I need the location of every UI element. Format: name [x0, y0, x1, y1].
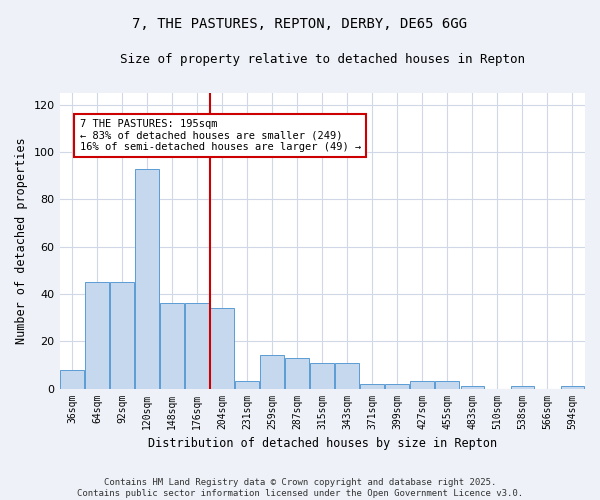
- Bar: [60, 370, 84, 388]
- Text: 7 THE PASTURES: 195sqm
← 83% of detached houses are smaller (249)
16% of semi-de: 7 THE PASTURES: 195sqm ← 83% of detached…: [80, 119, 361, 152]
- Text: Contains HM Land Registry data © Crown copyright and database right 2025.
Contai: Contains HM Land Registry data © Crown c…: [77, 478, 523, 498]
- Bar: [436, 382, 459, 388]
- Bar: [385, 384, 409, 388]
- Bar: [335, 362, 359, 388]
- Bar: [135, 168, 159, 388]
- X-axis label: Distribution of detached houses by size in Repton: Distribution of detached houses by size …: [148, 437, 497, 450]
- Bar: [260, 356, 284, 388]
- Bar: [160, 304, 184, 388]
- Y-axis label: Number of detached properties: Number of detached properties: [15, 138, 28, 344]
- Bar: [286, 358, 309, 388]
- Title: Size of property relative to detached houses in Repton: Size of property relative to detached ho…: [120, 52, 525, 66]
- Bar: [410, 382, 434, 388]
- Text: 7, THE PASTURES, REPTON, DERBY, DE65 6GG: 7, THE PASTURES, REPTON, DERBY, DE65 6GG: [133, 18, 467, 32]
- Bar: [511, 386, 535, 388]
- Bar: [560, 386, 584, 388]
- Bar: [85, 282, 109, 389]
- Bar: [185, 304, 209, 388]
- Bar: [235, 382, 259, 388]
- Bar: [461, 386, 484, 388]
- Bar: [210, 308, 234, 388]
- Bar: [110, 282, 134, 389]
- Bar: [310, 362, 334, 388]
- Bar: [361, 384, 384, 388]
